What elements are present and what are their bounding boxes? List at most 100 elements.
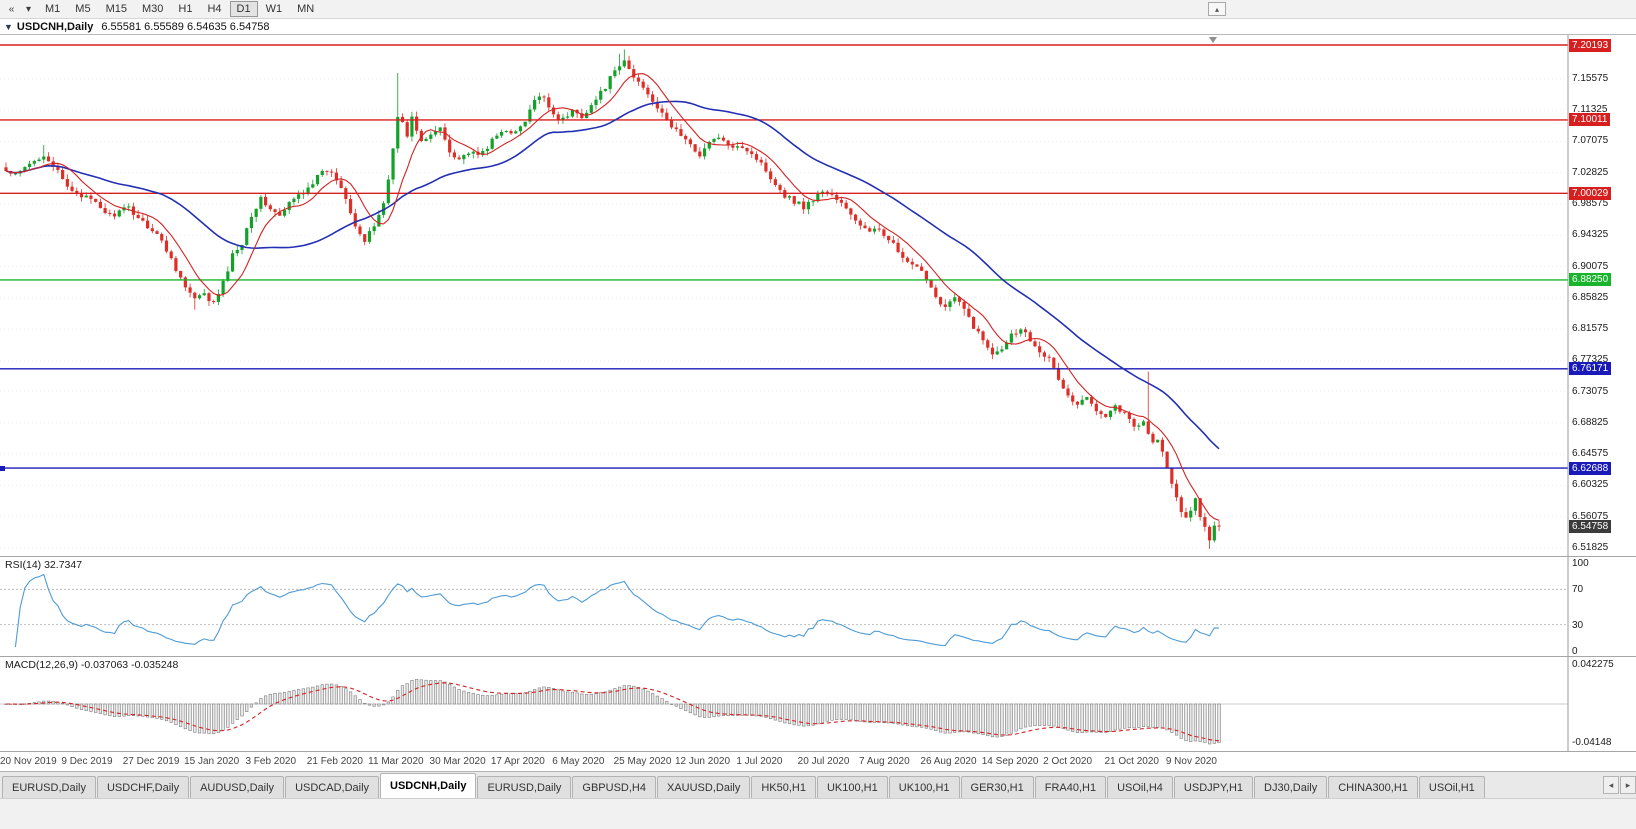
current-price-badge: 6.54758: [1569, 519, 1612, 533]
date-label: 21 Oct 2020: [1104, 756, 1159, 767]
date-label: 21 Feb 2020: [306, 756, 363, 767]
chart-tab-hk50-h1[interactable]: HK50,H1: [751, 776, 816, 798]
date-label: 14 Sep 2020: [981, 756, 1039, 767]
date-label: 9 Nov 2020: [1165, 756, 1217, 767]
date-label: 12 Jun 2020: [674, 756, 731, 767]
line-handle[interactable]: [0, 465, 5, 471]
price-axis-label: 6.64575: [1572, 448, 1609, 460]
date-label: 11 Mar 2020: [368, 756, 424, 767]
chart-tab-fra40-h1[interactable]: FRA40,H1: [1034, 776, 1107, 798]
timeframe-buttons: M1 M5 M15 M30 H1 H4 D1 W1 MN: [38, 1, 322, 17]
date-label: 15 Jan 2020: [184, 756, 240, 767]
chart-tab-usdchf-daily[interactable]: USDCHF,Daily: [96, 776, 190, 798]
chart-tab-usoil-h4[interactable]: USOil,H4: [1107, 776, 1173, 798]
date-label: 7 Aug 2020: [859, 756, 910, 767]
date-label: 3 Feb 2020: [245, 756, 297, 767]
chart-tab-usdcnh-daily[interactable]: USDCNH,Daily: [380, 773, 477, 798]
macd-axis-max-label: 0.042275: [1572, 659, 1614, 670]
rsi-axis-label: 70: [1572, 584, 1584, 596]
tabs-scroll-right-button[interactable]: ▸: [1620, 776, 1636, 794]
chart-tab-eurusd-daily[interactable]: EURUSD,Daily: [477, 776, 572, 798]
chart-tab-dj30-daily[interactable]: DJ30,Daily: [1254, 776, 1328, 798]
price-axis-label: 7.15575: [1572, 72, 1609, 84]
timeframe-button-w1[interactable]: W1: [265, 3, 283, 15]
price-axis-label: 6.94325: [1572, 229, 1609, 241]
price-level-badge: 6.88250: [1569, 273, 1612, 287]
tabs-scroll-left-button[interactable]: ◂: [1603, 776, 1619, 794]
ohlc-values: 6.55581 6.55589 6.54635 6.54758: [101, 20, 270, 33]
macd-axis-min-label: -0.04148: [1572, 737, 1612, 748]
date-label: 30 Mar 2020: [429, 756, 486, 767]
ma-fast-line: [5, 73, 1220, 521]
rsi-indicator-panel: RSI(14) 32.7347 100 70 30 0: [0, 556, 1636, 657]
chart-tab-uk100-h1[interactable]: UK100,H1: [816, 776, 888, 798]
chart-tab-xauusd-daily[interactable]: XAUUSD,Daily: [656, 776, 751, 798]
price-axis-label: 6.77325: [1572, 354, 1609, 366]
chart-tab-eurusd-daily[interactable]: EURUSD,Daily: [2, 776, 96, 798]
price-level-badge: 6.76171: [1569, 362, 1612, 376]
date-label: 9 Dec 2019: [61, 756, 113, 767]
rsi-canvas[interactable]: [0, 557, 1636, 656]
price-axis-label: 6.68825: [1572, 416, 1609, 428]
price-chart-canvas[interactable]: [0, 35, 1636, 556]
date-label: 6 May 2020: [552, 756, 605, 767]
price-axis-label: 6.90075: [1572, 260, 1609, 272]
macd-histogram: [4, 679, 1221, 745]
timeframe-button-mn[interactable]: MN: [297, 3, 315, 15]
rsi-label: RSI(14) 32.7347: [5, 559, 83, 571]
timeframe-button-h1[interactable]: H1: [178, 3, 193, 15]
chart-tab-usdcad-daily[interactable]: USDCAD,Daily: [285, 776, 380, 798]
macd-label: MACD(12,26,9) -0.037063 -0.035248: [5, 659, 179, 671]
price-axis-label: 6.51825: [1572, 541, 1609, 553]
toolbar-arrow-icon[interactable]: «: [8, 3, 15, 15]
date-label: 25 May 2020: [613, 756, 672, 767]
timeframe-button-d1[interactable]: D1: [229, 1, 258, 17]
price-axis-label: 6.98575: [1572, 198, 1609, 210]
scroll-up-button[interactable]: ▴: [1208, 2, 1226, 16]
timeframe-toolbar: « ▾ M1 M5 M15 M30 H1 H4 D1 W1 MN ▴: [0, 0, 1636, 19]
date-label: 2 Oct 2020: [1043, 756, 1093, 767]
price-axis-label: 6.60325: [1572, 479, 1609, 491]
toolbar-caret-icon[interactable]: ▾: [25, 3, 32, 15]
price-chart-panel: 7.15575 7.11325 7.07075 7.02825 6.98575 6.943…: [0, 35, 1636, 556]
price-axis-label: 7.11325: [1572, 104, 1608, 116]
timeframe-button-m1[interactable]: M1: [45, 3, 61, 15]
macd-signal-line: [6, 682, 1220, 742]
timeframe-button-m5[interactable]: M5: [75, 3, 91, 15]
price-axis-label: 6.56075: [1572, 510, 1609, 522]
price-level-badge: 7.00029: [1569, 186, 1612, 200]
price-axis-label: 6.81575: [1572, 323, 1609, 335]
macd-indicator-panel: MACD(12,26,9) -0.037063 -0.035248 0.0422…: [0, 656, 1636, 751]
chart-tab-gbpusd-h4[interactable]: GBPUSD,H4: [572, 776, 656, 798]
chart-tab-usdjpy-h1[interactable]: USDJPY,H1: [1173, 776, 1254, 798]
chart-tab-usoil-h1[interactable]: USOil,H1: [1418, 776, 1485, 798]
time-axis: 20 Nov 2019 9 Dec 2019 27 Dec 2019 15 Jan 2…: [0, 751, 1636, 771]
date-label: 20 Jul 2020: [797, 756, 850, 767]
macd-canvas[interactable]: [0, 657, 1636, 751]
price-level-badge: 7.10011: [1569, 113, 1611, 127]
date-label: 17 Apr 2020: [490, 756, 545, 767]
status-bar: [0, 798, 1636, 829]
candlesticks: [4, 49, 1221, 549]
date-label: 1 Jul 2020: [736, 756, 783, 767]
chart-tab-audusd-daily[interactable]: AUDUSD,Daily: [190, 776, 285, 798]
chart-symbol-label: USDCNH,Daily: [16, 20, 94, 33]
timeframe-button-h4[interactable]: H4: [207, 3, 222, 15]
symbol-collapse-icon[interactable]: ▼: [4, 21, 13, 32]
chart-tab-uk100-h1[interactable]: UK100,H1: [888, 776, 960, 798]
chart-tab-china300-h1[interactable]: CHINA300,H1: [1328, 776, 1418, 798]
rsi-axis-label: 30: [1572, 619, 1584, 631]
chart-header-bar: ▼ USDCNH,Daily 6.55581 6.55589 6.54635 6…: [0, 19, 1636, 35]
date-label: 26 Aug 2020: [920, 756, 977, 767]
price-level-badge: 6.62688: [1569, 461, 1612, 475]
rsi-line: [14, 573, 1220, 648]
chart-tab-bar: EURUSD,Daily USDCHF,Daily AUDUSD,Daily USDC…: [0, 771, 1636, 798]
timeframe-button-m30[interactable]: M30: [141, 3, 164, 15]
timeframe-button-m15[interactable]: M15: [105, 3, 127, 15]
ma-slow-line: [5, 100, 1220, 450]
price-axis-label: 7.02825: [1572, 166, 1609, 178]
rsi-axis-label: 100: [1572, 558, 1589, 569]
chart-tab-ger30-h1[interactable]: GER30,H1: [960, 776, 1034, 798]
date-label: 20 Nov 2019: [0, 756, 57, 767]
